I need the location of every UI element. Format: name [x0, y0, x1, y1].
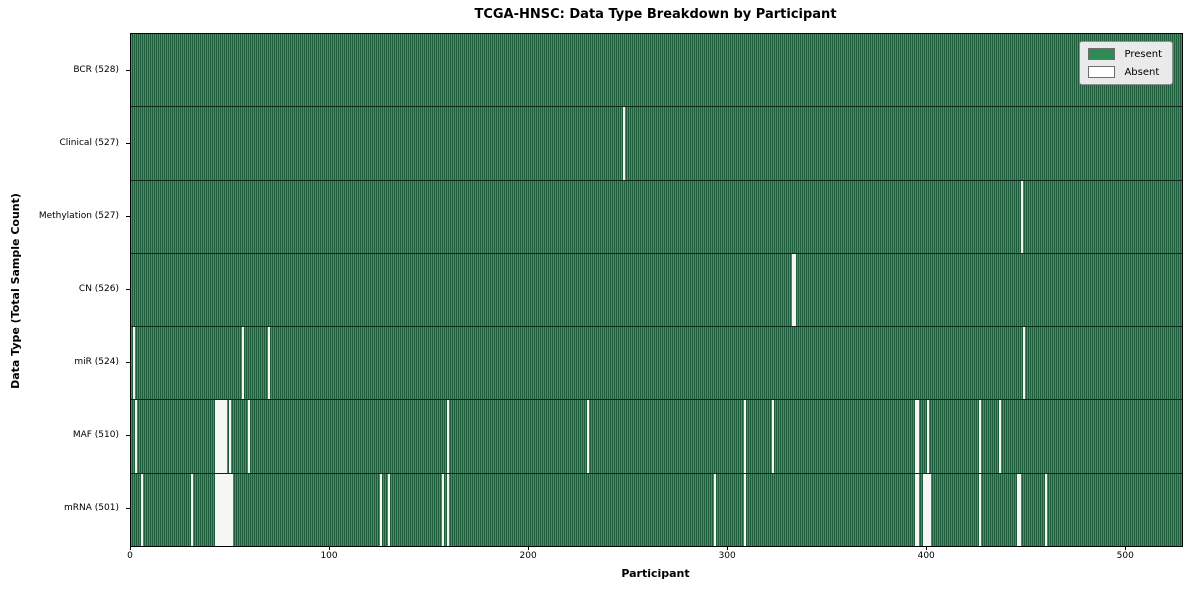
absent-stripe-mRNA-129 [387, 473, 390, 546]
xtick-label-100: 100 [320, 551, 338, 561]
absent-stripe-MAF-47 [224, 400, 227, 473]
y-axis: BCR (528) Clinical (527) Methylation (527)… [0, 33, 126, 545]
xtick-label-200: 200 [519, 551, 537, 561]
absent-stripe-MAF-400 [927, 400, 930, 473]
absent-stripe-mRNA-445 [1016, 473, 1019, 546]
absent-stripe-mRNA-446 [1018, 473, 1021, 546]
legend-swatch-absent [1088, 66, 1116, 78]
legend-label-absent: Absent [1124, 66, 1160, 78]
absent-stripe-Methylation-447 [1020, 180, 1023, 253]
ytick-mark-miR [126, 362, 130, 364]
absent-stripe-mRNA-156 [441, 473, 444, 546]
absent-stripe-mRNA-43 [216, 473, 219, 546]
plot-area [130, 33, 1183, 547]
ytick-mark-Clinical [126, 142, 130, 144]
absent-stripe-CN-332 [791, 253, 794, 327]
ytick-mark-BCR [126, 69, 130, 71]
absent-stripe-MAF-45 [220, 400, 223, 473]
row-Methylation [131, 179, 1182, 253]
row-BCR [131, 34, 1182, 107]
absent-stripe-mRNA-50 [230, 473, 233, 546]
absent-stripe-MAF-46 [222, 400, 225, 473]
ytick-mark-MAF [126, 435, 130, 437]
ytick-mark-mRNA [126, 508, 130, 510]
absent-stripe-mRNA-30 [190, 473, 193, 546]
ytick-label-Clinical: Clinical (527) [59, 137, 119, 148]
row-Clinical [131, 106, 1182, 180]
absent-stripe-mRNA-48 [226, 473, 229, 546]
row-CN [131, 252, 1182, 327]
absent-stripe-MAF-426 [978, 400, 981, 473]
legend-item-absent: Absent [1088, 66, 1162, 78]
absent-stripe-MAF-43 [216, 400, 219, 473]
absent-stripe-MAF-322 [771, 400, 774, 473]
legend-label-present: Present [1124, 48, 1162, 60]
absent-stripe-mRNA-49 [228, 473, 231, 546]
absent-stripe-MAF-44 [218, 400, 221, 473]
absent-stripe-MAF-436 [998, 400, 1001, 473]
absent-stripe-mRNA-46 [222, 473, 225, 546]
absent-stripe-MAF-49 [228, 400, 231, 473]
absent-stripe-mRNA-398 [923, 473, 926, 546]
absent-stripe-mRNA-400 [927, 473, 930, 546]
absent-stripe-mRNA-395 [917, 473, 920, 546]
absent-stripe-MAF-42 [214, 400, 217, 473]
legend-item-present: Present [1088, 48, 1162, 60]
absent-stripe-mRNA-399 [925, 473, 928, 546]
absent-stripe-mRNA-45 [220, 473, 223, 546]
ytick-label-miR: miR (524) [74, 357, 119, 368]
xtick-label-500: 500 [1116, 551, 1134, 561]
absent-stripe-mRNA-394 [915, 473, 918, 546]
absent-stripe-Clinical-247 [622, 107, 625, 180]
xtick-label-400: 400 [917, 551, 935, 561]
absent-stripe-MAF-395 [917, 400, 920, 473]
absent-stripe-mRNA-159 [447, 473, 450, 546]
absent-stripe-mRNA-401 [929, 473, 932, 546]
absent-stripe-MAF-394 [915, 400, 918, 473]
absent-stripe-mRNA-47 [224, 473, 227, 546]
absent-stripe-mRNA-459 [1044, 473, 1047, 546]
absent-stripe-mRNA-44 [218, 473, 221, 546]
legend-swatch-present [1088, 48, 1116, 60]
ytick-label-mRNA: mRNA (501) [64, 503, 119, 514]
row-miR [131, 326, 1182, 400]
absent-stripe-MAF-159 [447, 400, 450, 473]
absent-stripe-MAF-229 [586, 400, 589, 473]
absent-stripe-MAF-2 [134, 400, 137, 473]
xtick-mark-200 [528, 546, 530, 550]
absent-stripe-miR-69 [268, 327, 271, 400]
absent-stripe-mRNA-426 [978, 473, 981, 546]
legend: Present Absent [1079, 41, 1173, 85]
absent-stripe-mRNA-293 [714, 473, 717, 546]
absent-stripe-mRNA-42 [214, 473, 217, 546]
ytick-mark-CN [126, 289, 130, 290]
ytick-mark-Methylation [126, 215, 130, 217]
absent-stripe-mRNA-125 [379, 473, 382, 546]
ytick-label-CN: CN (526) [78, 284, 119, 294]
x-axis-label: Participant [621, 567, 690, 580]
ytick-label-BCR: BCR (528) [73, 64, 119, 75]
ytick-label-Methylation: Methylation (527) [38, 210, 119, 221]
xtick-mark-400 [926, 546, 928, 550]
xtick-mark-300 [727, 546, 729, 550]
xtick-label-0: 0 [127, 551, 133, 561]
chart-title: TCGA-HNSC: Data Type Breakdown by Partic… [474, 7, 837, 22]
row-mRNA [131, 472, 1182, 546]
absent-stripe-MAF-308 [744, 400, 747, 473]
absent-stripe-miR-1 [132, 327, 135, 400]
xtick-label-300: 300 [718, 551, 736, 561]
xtick-mark-100 [329, 546, 331, 550]
ytick-label-MAF: MAF (510) [72, 430, 119, 441]
absent-stripe-mRNA-5 [140, 473, 143, 546]
absent-stripe-miR-56 [242, 327, 245, 400]
xtick-mark-500 [1125, 546, 1127, 550]
absent-stripe-mRNA-308 [744, 473, 747, 546]
xtick-mark-0 [130, 546, 131, 550]
row-MAF [131, 399, 1182, 473]
absent-stripe-CN-333 [793, 253, 796, 327]
absent-stripe-miR-448 [1022, 327, 1025, 400]
absent-stripe-MAF-59 [248, 400, 251, 473]
